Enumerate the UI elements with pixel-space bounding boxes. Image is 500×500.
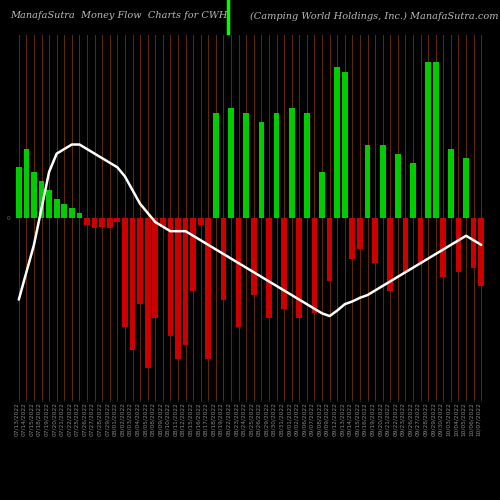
Bar	[364, 144, 370, 218]
Bar	[433, 62, 438, 218]
Bar	[213, 112, 218, 218]
Bar	[426, 62, 431, 218]
Bar	[418, 218, 424, 263]
Bar	[92, 218, 98, 228]
Bar	[274, 112, 280, 218]
Bar	[152, 218, 158, 318]
Bar	[342, 72, 347, 218]
Bar	[282, 218, 287, 308]
Bar	[122, 218, 128, 327]
Bar	[100, 218, 105, 226]
Bar	[168, 218, 173, 336]
Bar	[471, 218, 476, 268]
Text: ManafaSutra  Money Flow  Charts for CWH: ManafaSutra Money Flow Charts for CWH	[10, 12, 228, 20]
Bar	[31, 172, 37, 218]
Bar	[463, 158, 469, 218]
Bar	[244, 112, 249, 218]
Bar	[69, 208, 74, 218]
Bar	[160, 218, 166, 226]
Bar	[478, 218, 484, 286]
Bar	[228, 108, 234, 218]
Bar	[16, 168, 22, 218]
Bar	[46, 190, 52, 218]
Bar	[388, 218, 393, 290]
Bar	[114, 218, 120, 222]
Bar	[236, 218, 242, 327]
Bar	[206, 218, 211, 359]
Bar	[190, 218, 196, 290]
Bar	[137, 218, 143, 304]
Bar	[84, 218, 90, 225]
Bar	[130, 218, 136, 350]
Bar	[410, 163, 416, 218]
Bar	[289, 108, 294, 218]
Bar	[304, 112, 310, 218]
Bar	[372, 218, 378, 263]
Bar	[296, 218, 302, 318]
Bar	[357, 218, 363, 250]
Bar	[182, 218, 188, 345]
Bar	[312, 218, 318, 314]
Bar	[440, 218, 446, 277]
Bar	[395, 154, 400, 218]
Bar	[448, 149, 454, 218]
Bar	[62, 204, 67, 218]
Bar	[251, 218, 256, 295]
Text: (Camping World Holdings, Inc.) ManafaSutra.com: (Camping World Holdings, Inc.) ManafaSut…	[250, 12, 498, 20]
Bar	[107, 218, 112, 228]
Bar	[24, 149, 29, 218]
Bar	[76, 213, 82, 218]
Bar	[266, 218, 272, 318]
Bar	[198, 218, 203, 225]
Bar	[334, 67, 340, 218]
Bar	[380, 144, 386, 218]
Bar	[456, 218, 462, 272]
Bar	[145, 218, 150, 368]
Bar	[38, 181, 44, 218]
Bar	[54, 199, 60, 218]
Bar	[258, 122, 264, 218]
Bar	[402, 218, 408, 272]
Bar	[220, 218, 226, 300]
Bar	[175, 218, 181, 359]
Bar	[327, 218, 332, 282]
Bar	[319, 172, 325, 218]
Bar	[350, 218, 355, 258]
